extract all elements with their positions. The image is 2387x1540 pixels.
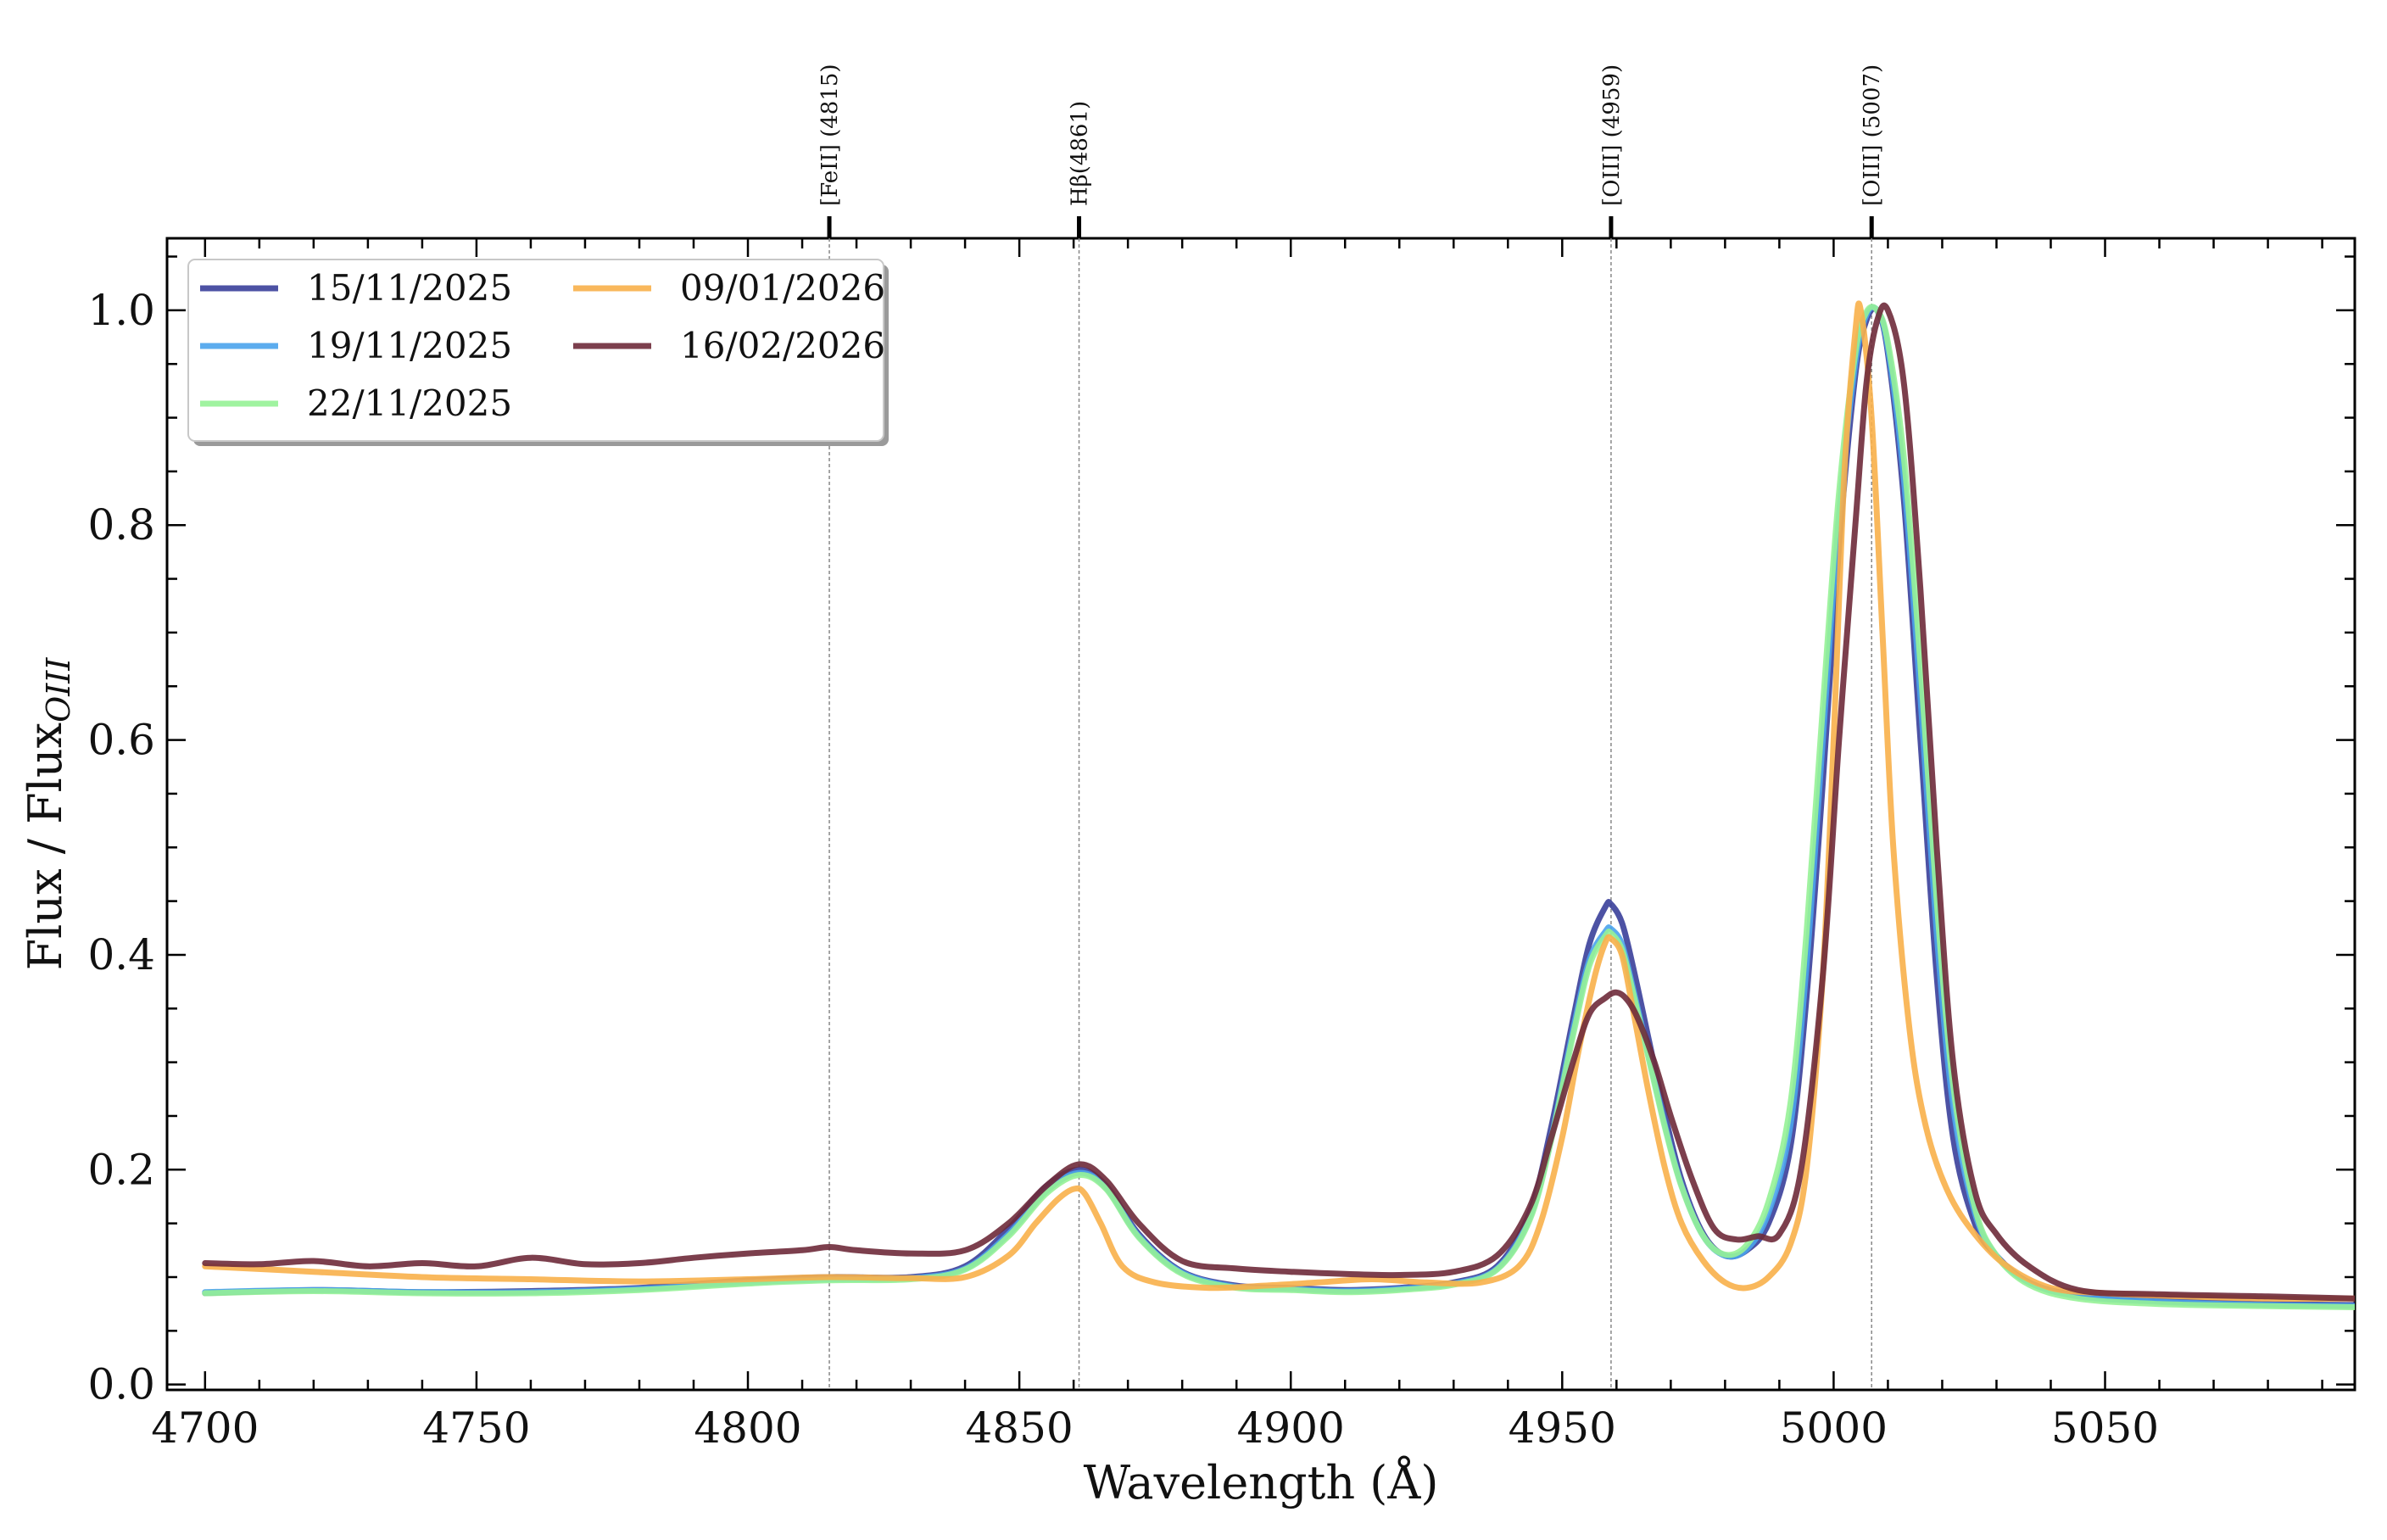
y-tick-label: 1.0 <box>87 286 155 335</box>
y-axis-label-main: Flux / Flux <box>19 723 72 970</box>
reference-label-4959: [OIII] (4959) <box>1599 64 1625 206</box>
y-tick-label: 0.0 <box>87 1360 155 1409</box>
legend-label-3: 22/11/2025 <box>307 382 512 424</box>
y-axis-label: Flux / FluxOIII <box>19 657 77 971</box>
series-line-5 <box>202 302 2355 1302</box>
legend-label-4: 09/01/2026 <box>680 267 885 309</box>
axis-tick-labels: 4700 4750 4800 4850 4900 4950 5000 5050 0.0 0.2 0.… <box>87 286 2159 1453</box>
reference-label-4861: Hβ(4861) <box>1068 101 1093 206</box>
legend-label-5: 16/02/2026 <box>680 325 885 366</box>
y-tick-label: 0.8 <box>87 500 155 550</box>
axis-ticks <box>167 238 2355 1390</box>
legend-label-1: 15/11/2025 <box>307 267 512 309</box>
reference-label-4815: [FeII] (4815) <box>817 64 843 206</box>
legend-label-2: 19/11/2025 <box>307 325 512 366</box>
reference-label-5007: [OIII] (5007) <box>1860 64 1885 206</box>
x-tick-label: 4700 <box>151 1403 259 1453</box>
series-group <box>202 300 2355 1310</box>
x-tick-label: 4950 <box>1509 1403 1616 1453</box>
y-tick-label: 0.2 <box>87 1145 155 1194</box>
x-tick-label: 4800 <box>694 1403 801 1453</box>
x-tick-label: 5000 <box>1780 1403 1888 1453</box>
x-axis-label: Wavelength (Å) <box>1084 1454 1439 1509</box>
x-tick-label: 4900 <box>1237 1403 1345 1453</box>
legend-box <box>187 259 884 442</box>
x-tick-label: 4850 <box>965 1403 1073 1453</box>
x-tick-label: 5050 <box>2051 1403 2159 1453</box>
y-tick-label: 0.6 <box>87 716 155 765</box>
y-tick-label: 0.4 <box>87 930 155 979</box>
legend: 15/11/2025 19/11/2025 22/11/2025 09/01/2026… <box>187 259 889 446</box>
x-tick-label: 4750 <box>422 1403 530 1453</box>
y-axis-label-subscript: OIII <box>40 657 77 723</box>
